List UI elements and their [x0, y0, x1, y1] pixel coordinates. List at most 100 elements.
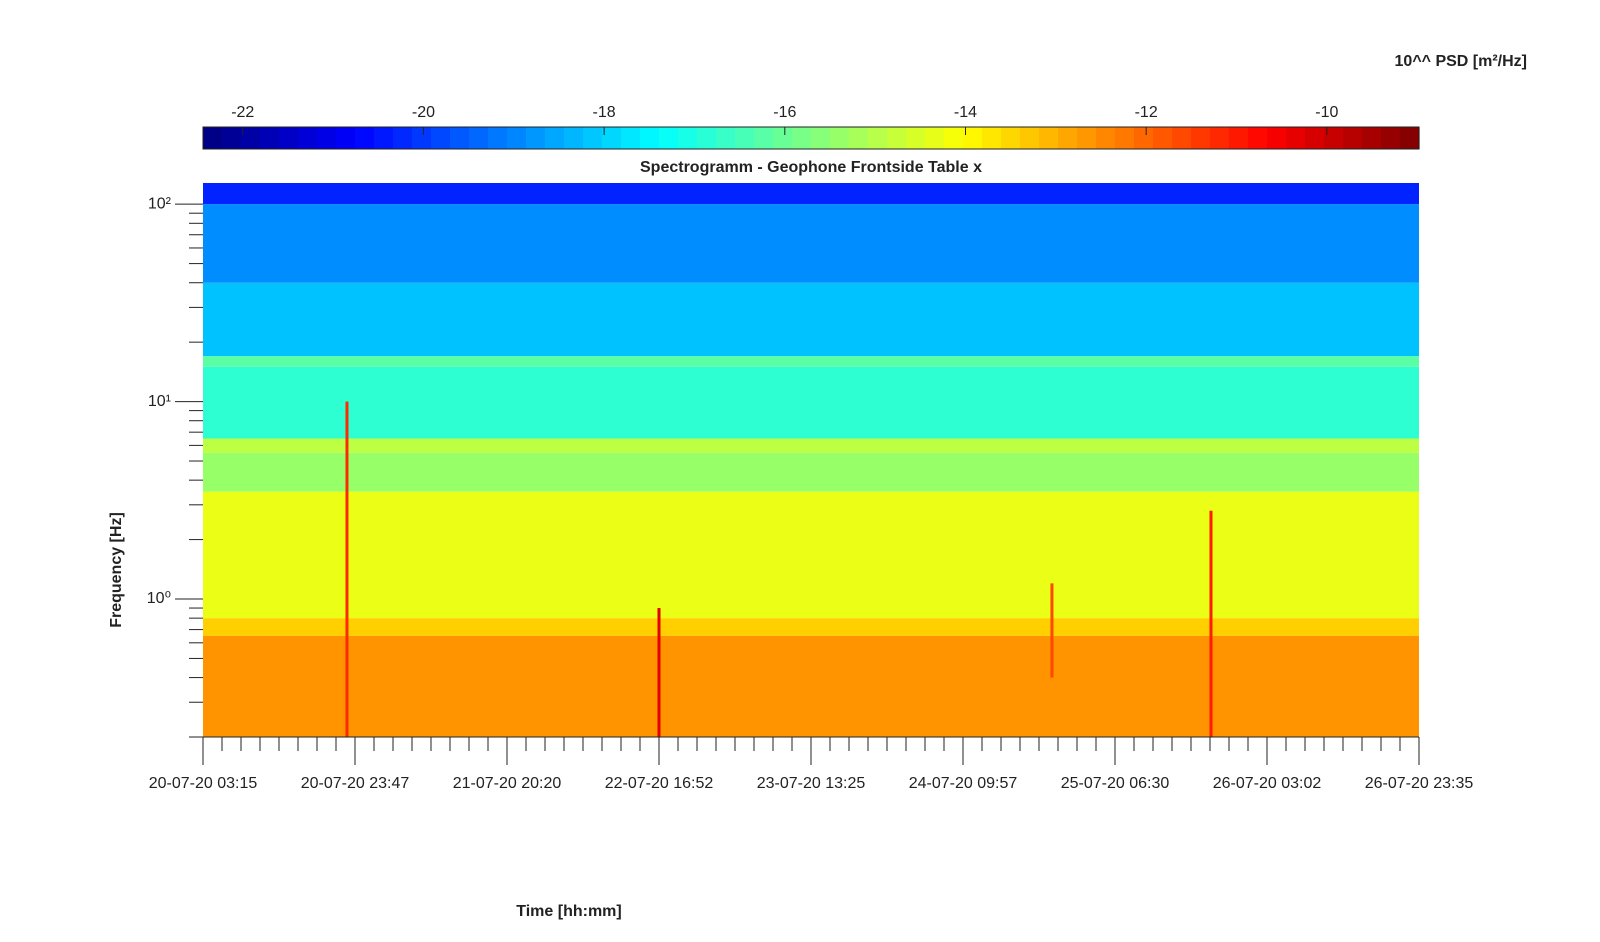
- colorbar-cell: [659, 127, 679, 149]
- colorbar-cell: [906, 127, 926, 149]
- event-spike: [1209, 510, 1213, 737]
- colorbar-cell: [849, 127, 869, 149]
- colorbar-cell: [450, 127, 470, 149]
- event-spike: [345, 401, 349, 737]
- colorbar-tick-label: -22: [231, 104, 254, 121]
- colorbar-cell: [1229, 127, 1249, 149]
- colorbar-cell: [374, 127, 394, 149]
- colorbar-cell: [1191, 127, 1211, 149]
- spectrum-band: [203, 438, 1419, 453]
- colorbar-tick-label: -12: [1135, 104, 1158, 121]
- colorbar-cell: [298, 127, 318, 149]
- colorbar-cell: [1324, 127, 1344, 149]
- colorbar-cell: [583, 127, 603, 149]
- colorbar-cell: [640, 127, 660, 149]
- colorbar-cell: [1305, 127, 1325, 149]
- colorbar-tick-label: -16: [773, 104, 796, 121]
- colorbar-cell: [1248, 127, 1268, 149]
- spectrum-band: [203, 282, 1419, 357]
- x-tick-label: 23-07-20 13:25: [757, 775, 866, 792]
- colorbar-label: 10^^ PSD [m²/Hz]: [1395, 53, 1527, 70]
- spectrum-band: [203, 204, 1419, 283]
- x-tick-label: 26-07-20 23:35: [1365, 775, 1474, 792]
- colorbar-cell: [393, 127, 413, 149]
- colorbar-cell: [488, 127, 508, 149]
- chart-title: Spectrogramm - Geophone Frontside Table …: [640, 159, 982, 176]
- colorbar-cell: [1001, 127, 1021, 149]
- spectrum-band: [203, 183, 1419, 205]
- colorbar-cell: [602, 127, 622, 149]
- x-tick-label: 20-07-20 03:15: [149, 775, 258, 792]
- colorbar-cell: [621, 127, 641, 149]
- x-tick-label: 21-07-20 20:20: [453, 775, 562, 792]
- colorbar-cell: [925, 127, 945, 149]
- colorbar-frame: [202, 126, 1420, 150]
- spectrum-band: [203, 618, 1419, 636]
- colorbar-cell: [697, 127, 717, 149]
- colorbar-cell: [735, 127, 755, 149]
- y-tick-label: 10¹: [148, 393, 171, 410]
- colorbar-cell: [792, 127, 812, 149]
- colorbar-cell: [336, 127, 356, 149]
- colorbar-cell: [469, 127, 489, 149]
- colorbar-cell: [678, 127, 698, 149]
- y-tick-label: 10⁰: [147, 590, 171, 607]
- colorbar-cell: [431, 127, 451, 149]
- colorbar-cell: [317, 127, 337, 149]
- colorbar-cell: [279, 127, 299, 149]
- colorbar-cell: [241, 127, 261, 149]
- colorbar-cell: [1134, 127, 1154, 149]
- spectrum-band: [203, 356, 1419, 367]
- colorbar-cell: [412, 127, 432, 149]
- x-tick-label: 25-07-20 06:30: [1061, 775, 1170, 792]
- colorbar-tick-label: -14: [954, 104, 977, 121]
- colorbar-cell: [811, 127, 831, 149]
- colorbar-cell: [222, 127, 242, 149]
- x-tick-label: 24-07-20 09:57: [909, 775, 1018, 792]
- event-spike: [657, 608, 661, 737]
- colorbar-cell: [1286, 127, 1306, 149]
- colorbar-cell: [1381, 127, 1401, 149]
- colorbar-cell: [982, 127, 1002, 149]
- colorbar-cell: [1077, 127, 1097, 149]
- colorbar-cell: [1153, 127, 1173, 149]
- colorbar-cell: [868, 127, 888, 149]
- colorbar-cell: [1039, 127, 1059, 149]
- colorbar-cell: [963, 127, 983, 149]
- colorbar-cell: [830, 127, 850, 149]
- x-tick-label: 22-07-20 16:52: [605, 775, 714, 792]
- colorbar-cell: [1267, 127, 1287, 149]
- spectrum-band: [203, 491, 1419, 619]
- colorbar-cell: [507, 127, 527, 149]
- colorbar-cell: [564, 127, 584, 149]
- spectrum-band: [203, 366, 1419, 439]
- spectrum-band: [203, 635, 1419, 737]
- x-axis-label: Time [hh:mm]: [516, 903, 621, 920]
- colorbar-cell: [887, 127, 907, 149]
- colorbar-cell: [526, 127, 546, 149]
- colorbar-cell: [1362, 127, 1382, 149]
- colorbar-cell: [944, 127, 964, 149]
- spectrum-band: [203, 452, 1419, 492]
- colorbar-cell: [754, 127, 774, 149]
- colorbar-cell: [716, 127, 736, 149]
- colorbar-tick-label: -18: [593, 104, 616, 121]
- colorbar-cell: [355, 127, 375, 149]
- colorbar-tick-label: -20: [412, 104, 435, 121]
- y-axis-label: Frequency [Hz]: [108, 512, 125, 628]
- colorbar-cell: [1020, 127, 1040, 149]
- colorbar-cell: [1115, 127, 1135, 149]
- x-tick-label: 20-07-20 23:47: [301, 775, 410, 792]
- colorbar-cell: [1096, 127, 1116, 149]
- colorbar-cell: [773, 127, 793, 149]
- colorbar-cell: [1400, 127, 1420, 149]
- colorbar-cell: [260, 127, 280, 149]
- x-tick-label: 26-07-20 03:02: [1213, 775, 1322, 792]
- colorbar-cell: [545, 127, 565, 149]
- colorbar-cell: [1172, 127, 1192, 149]
- colorbar-cell: [1343, 127, 1363, 149]
- colorbar-cell: [1210, 127, 1230, 149]
- colorbar-cell: [203, 127, 223, 149]
- event-spike: [1050, 583, 1054, 678]
